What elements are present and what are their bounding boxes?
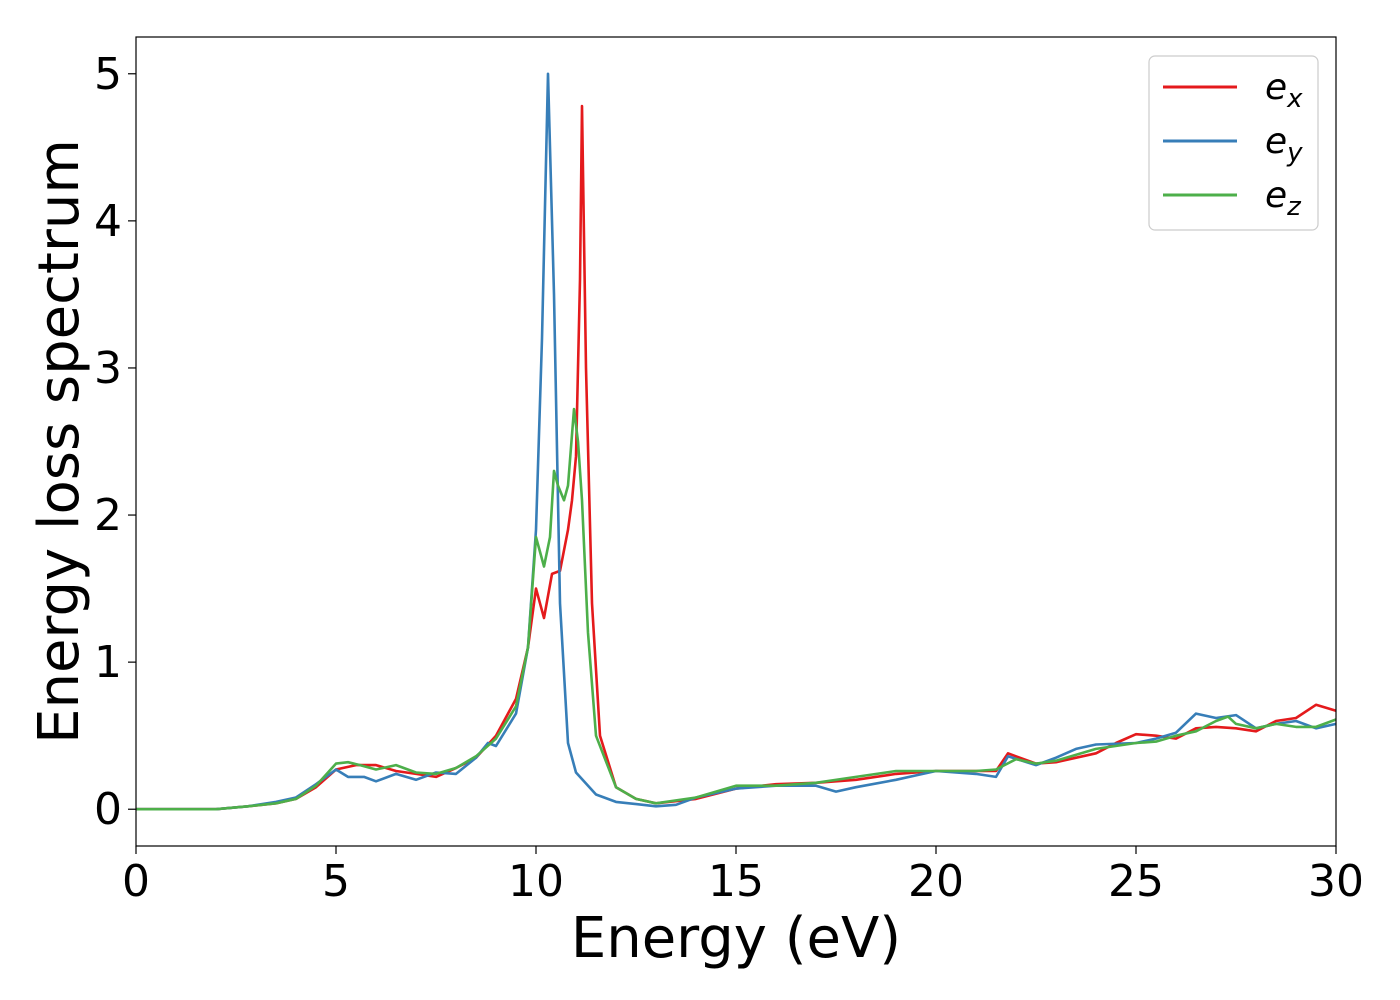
x-tick-label: 0: [122, 856, 150, 907]
x-tick-label: 30: [1308, 856, 1364, 907]
x-tick-label: 10: [508, 856, 564, 907]
series-line-ey: [136, 72, 1337, 811]
y-axis-title: Energy loss spectrum: [27, 139, 92, 744]
y-tick-label: 5: [94, 49, 122, 100]
y-axis: 0 1 2 3 4 5: [94, 49, 136, 835]
series-line-ez: [136, 407, 1337, 811]
x-tick-label: 25: [1108, 856, 1164, 907]
y-tick-label: 2: [94, 490, 122, 541]
y-tick-label: 1: [94, 637, 122, 688]
x-axis-title: Energy (eV): [571, 906, 901, 971]
x-tick-label: 5: [322, 856, 350, 907]
x-tick-label: 20: [908, 856, 964, 907]
series-layer: [136, 72, 1337, 811]
y-tick-label: 0: [94, 784, 122, 835]
y-tick-label: 3: [94, 343, 122, 394]
legend-label: ey: [1265, 121, 1303, 168]
legend-label: ex: [1265, 67, 1303, 114]
legend-box: [1148, 55, 1319, 231]
y-tick-label: 4: [94, 196, 122, 247]
legend: ex ey ez: [1148, 55, 1319, 231]
x-tick-label: 15: [708, 856, 764, 907]
x-axis: 0 5 10 15 20 25 30: [122, 846, 1364, 907]
series-line-ex: [136, 104, 1337, 811]
legend-label: ez: [1265, 175, 1302, 222]
